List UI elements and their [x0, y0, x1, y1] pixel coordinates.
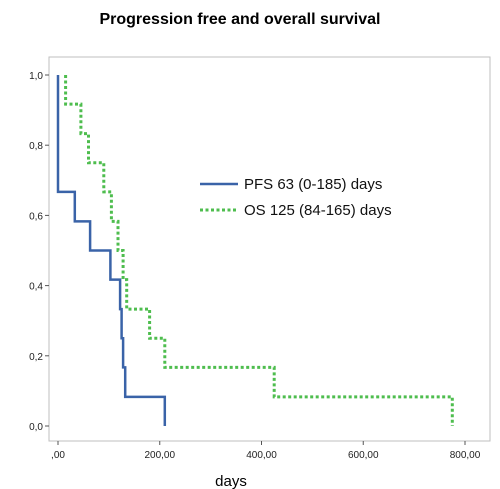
y-tick-label: 0,0: [29, 422, 43, 433]
series-line-os: [64, 75, 454, 426]
chart-title: Progression free and overall survival: [99, 11, 380, 28]
y-tick-label: 1,0: [29, 71, 43, 82]
x-axis: ,00 200,00 400,00 600,00 800,00: [51, 441, 481, 461]
x-tick-label: ,00: [51, 450, 65, 461]
x-tick-label: 600,00: [348, 450, 379, 461]
x-tick-label: 200,00: [144, 450, 175, 461]
legend-label-pfs: PFS 63 (0-185) days: [244, 176, 382, 193]
legend: PFS 63 (0-185) days OS 125 (84-165) days: [200, 176, 392, 219]
x-tick-label: 400,00: [246, 450, 277, 461]
series-layer: [56, 75, 454, 426]
y-tick-label: 0,8: [29, 141, 43, 152]
y-tick-label: 0,4: [29, 282, 43, 293]
y-tick-label: 0,6: [29, 211, 43, 222]
plot-frame: [48, 56, 491, 442]
x-tick-label: 800,00: [450, 450, 481, 461]
legend-label-os: OS 125 (84-165) days: [244, 202, 392, 219]
series-line-pfs: [56, 75, 167, 426]
x-axis-label: days: [215, 473, 247, 489]
y-axis: 0,0 0,2 0,4 0,6 0,8 1,0: [29, 71, 49, 433]
y-tick-label: 0,2: [29, 352, 43, 363]
